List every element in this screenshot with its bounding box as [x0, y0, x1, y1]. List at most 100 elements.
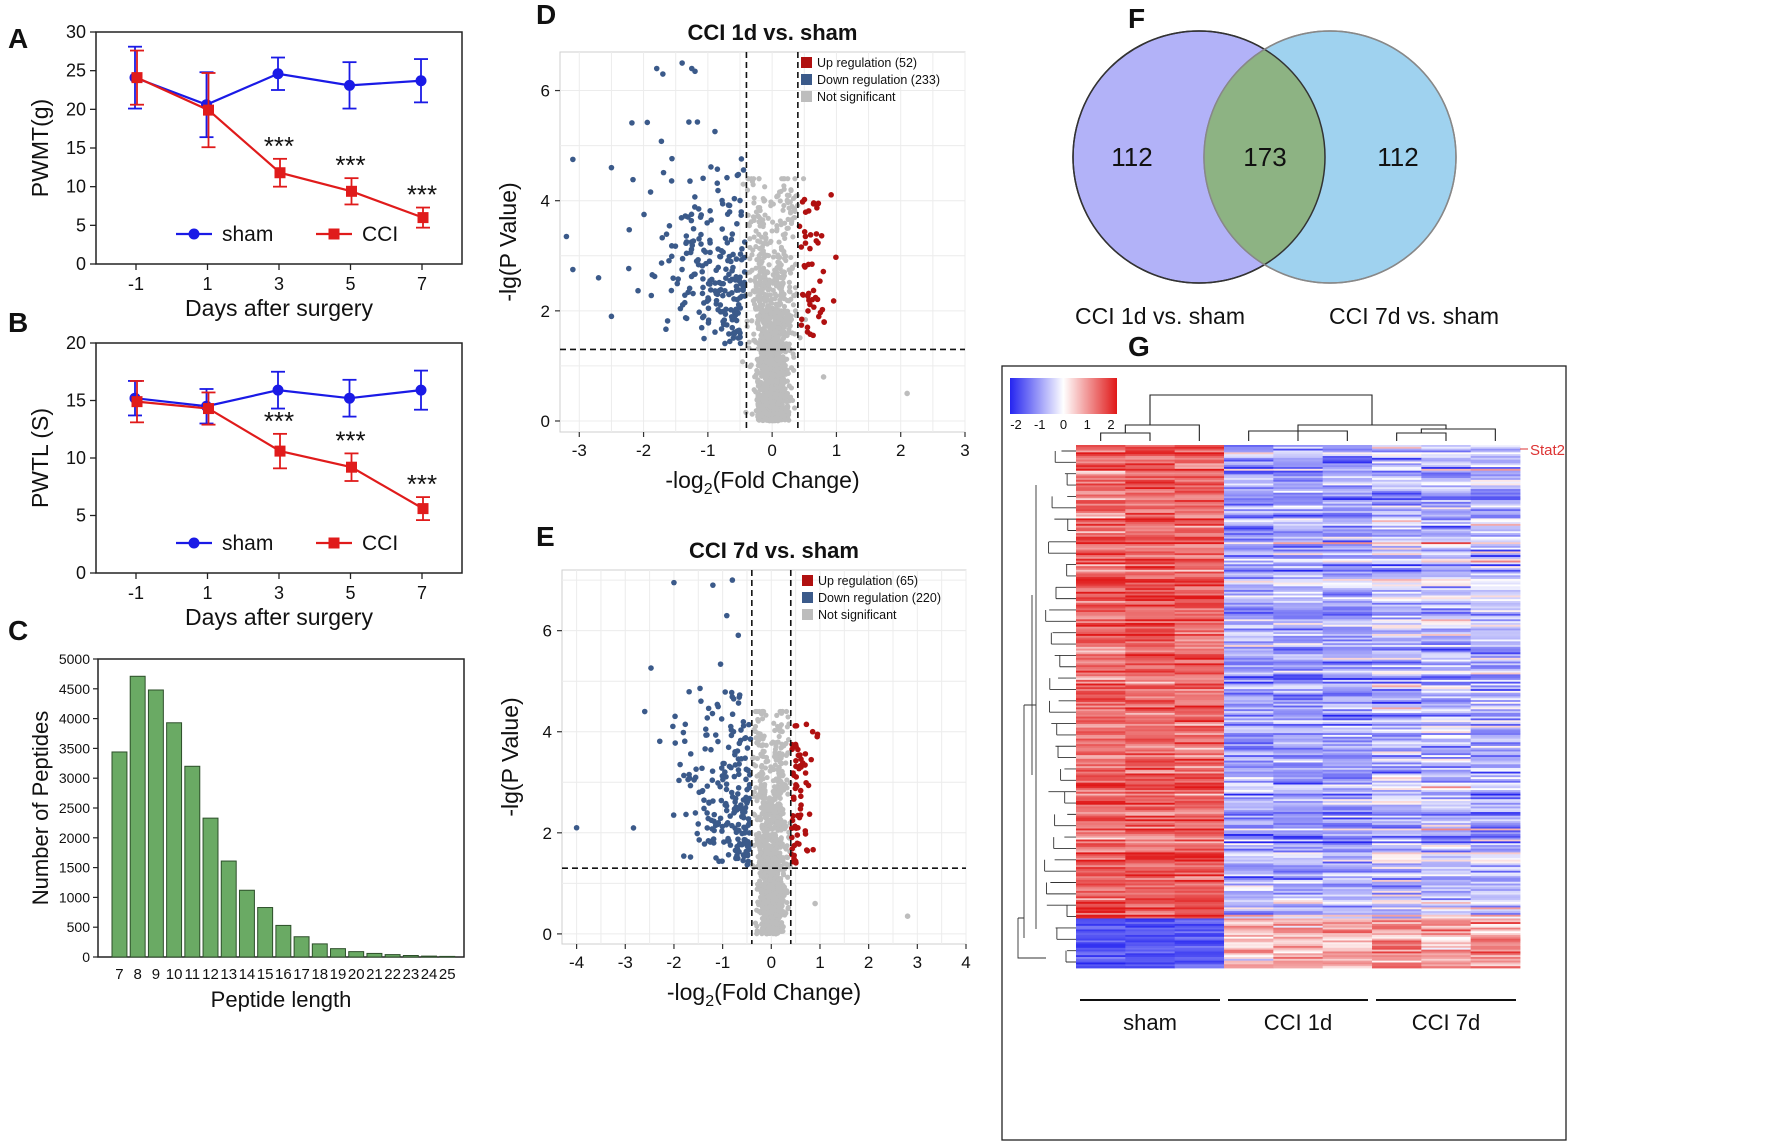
point-not-significant [752, 723, 759, 730]
y-tick-label: 2 [543, 824, 552, 843]
point-down-regulated [678, 215, 685, 221]
point-up-regulated [802, 831, 809, 837]
bar-14 [238, 889, 255, 958]
panel-c: C050010001500200025003000350040004500500… [8, 615, 465, 1012]
point-not-significant [788, 187, 794, 194]
point-up-regulated [810, 287, 817, 294]
point-down-regulated [717, 661, 724, 667]
point-not-significant [773, 301, 779, 307]
point-not-significant [760, 895, 766, 901]
point-not-significant [770, 219, 776, 225]
point-down-regulated [658, 138, 665, 145]
y-axis-label: -lg(P Value) [495, 182, 521, 301]
point-not-significant [759, 762, 765, 769]
point-not-significant [785, 216, 791, 222]
point-down-regulated [734, 296, 741, 303]
point-down-regulated [730, 251, 736, 258]
panel-letter-b: B [8, 307, 28, 338]
data-point-sham [272, 68, 284, 80]
point-not-significant [764, 807, 770, 813]
point-up-regulated [794, 832, 801, 838]
x-tick-label: 15 [257, 966, 274, 983]
point-down-regulated [709, 710, 716, 717]
point-down-regulated [731, 195, 738, 202]
point-not-significant [751, 331, 757, 337]
point-down-regulated [737, 840, 743, 847]
point-not-significant [788, 254, 794, 261]
point-not-significant [753, 832, 759, 838]
point-down-regulated [724, 322, 730, 328]
point-not-significant [792, 261, 799, 267]
point-not-significant [764, 252, 770, 258]
point-not-significant [781, 176, 788, 182]
point-down-regulated [704, 825, 711, 831]
point-down-regulated [701, 247, 707, 254]
x-tick-label: 13 [220, 966, 237, 983]
point-not-significant [766, 262, 772, 268]
point-not-significant [765, 910, 771, 916]
point-down-regulated [699, 290, 706, 297]
point-down-regulated [686, 119, 692, 125]
point-not-significant [773, 276, 779, 282]
x-axis-label: -log2(Fold Change) [665, 467, 859, 498]
y-tick-label: 10 [66, 448, 86, 468]
point-down-regulated [687, 854, 694, 860]
point-down-regulated [630, 825, 637, 831]
point-down-regulated [725, 852, 732, 858]
data-point-sham [415, 75, 427, 87]
point-not-significant [754, 907, 760, 913]
point-up-regulated [793, 774, 800, 780]
point-outlier [570, 266, 576, 273]
point-down-regulated [736, 278, 743, 284]
point-up-regulated [802, 240, 809, 246]
point-not-significant [762, 240, 769, 246]
y-tick-label: 5000 [59, 651, 90, 667]
point-not-significant [754, 928, 760, 934]
point-down-regulated [648, 665, 654, 671]
point-up-regulated [820, 268, 827, 275]
point-not-significant [746, 339, 752, 345]
point-not-significant [776, 881, 782, 887]
point-not-significant [753, 209, 760, 215]
x-tick-label: 7 [115, 966, 123, 983]
point-not-significant [767, 319, 773, 325]
point-not-significant [740, 181, 746, 187]
significance-mark: *** [407, 180, 437, 210]
point-not-significant [760, 776, 766, 782]
point-not-significant [753, 228, 759, 234]
point-down-regulated [732, 799, 738, 805]
panel-letter-e: E [536, 521, 555, 552]
point-down-regulated [691, 271, 697, 278]
point-down-regulated [726, 763, 733, 770]
point-not-significant [759, 743, 765, 749]
legend-label: Down regulation (233) [817, 73, 940, 87]
point-not-significant [771, 754, 778, 760]
panel-letter-a: A [8, 23, 28, 54]
point-not-significant [767, 315, 773, 321]
point-not-significant [769, 228, 775, 234]
point-not-significant [775, 801, 781, 807]
point-down-regulated [735, 632, 742, 639]
point-down-regulated [744, 745, 751, 751]
point-down-regulated [734, 172, 741, 179]
point-down-regulated [704, 810, 710, 816]
point-not-significant [754, 356, 760, 362]
significance-mark: *** [335, 150, 365, 180]
point-down-regulated [719, 200, 726, 207]
x-tick-label: 7 [417, 583, 427, 603]
point-down-regulated [677, 305, 684, 312]
point-down-regulated [745, 838, 751, 845]
point-up-regulated [828, 192, 834, 198]
point-down-regulated [737, 197, 743, 204]
point-down-regulated [711, 811, 718, 818]
bar-24 [421, 955, 438, 958]
point-down-regulated [736, 694, 743, 700]
point-not-significant [759, 318, 766, 324]
point-down-regulated [651, 273, 658, 280]
point-up-regulated [818, 232, 825, 239]
point-down-regulated [709, 826, 715, 832]
point-not-significant [789, 204, 795, 210]
point-down-regulated [703, 732, 709, 738]
point-not-significant [747, 236, 753, 242]
point-down-regulated [703, 260, 709, 267]
